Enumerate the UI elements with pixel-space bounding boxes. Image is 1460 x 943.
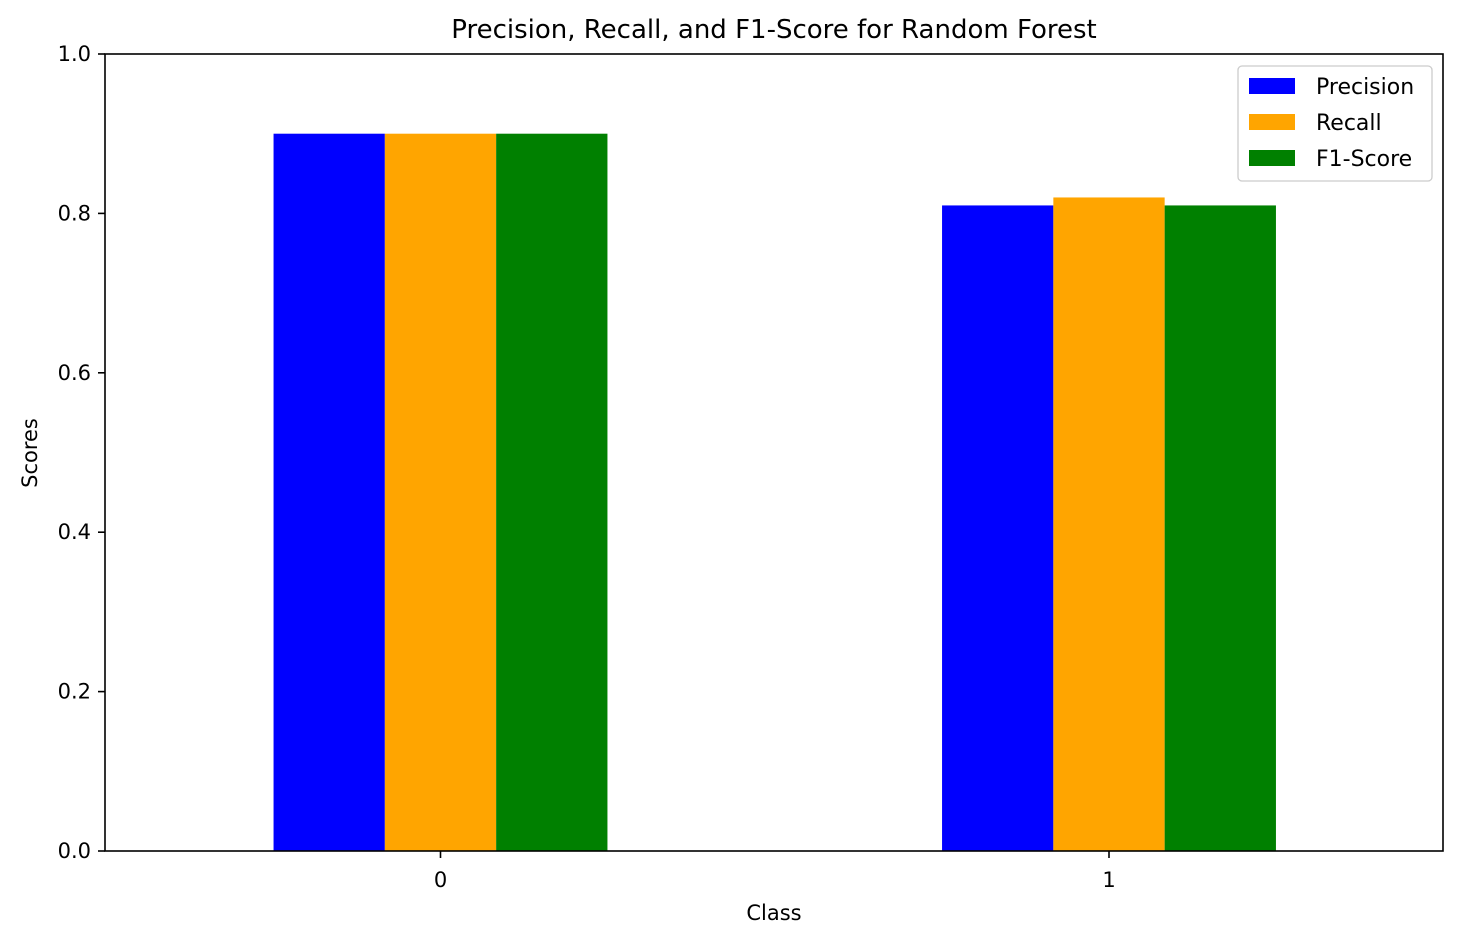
legend: Precision Recall F1-Score: [1237, 65, 1433, 182]
y-tick-label: 1.0: [58, 42, 91, 66]
y-tick-label: 0.4: [58, 520, 91, 544]
bar-precision-class-0: [273, 133, 385, 851]
bar-recall-class-1: [1053, 197, 1165, 851]
bar-f1-score-class-1: [1164, 205, 1276, 851]
legend-label-recall: Recall: [1316, 111, 1382, 136]
y-tick-label: 0.6: [58, 361, 91, 385]
y-tick-label: 0.8: [58, 201, 91, 225]
y-tick-label: 0.2: [58, 680, 91, 704]
x-tick-label: 1: [1102, 868, 1115, 892]
bar-f1-score-class-0: [496, 133, 608, 851]
x-axis-label: Class: [746, 901, 801, 925]
legend-label-f1-score: F1-Score: [1316, 147, 1412, 172]
chart-title: Precision, Recall, and F1-Score for Rand…: [451, 15, 1097, 45]
legend-swatch-f1-score: [1249, 150, 1295, 166]
y-axis-label: Scores: [18, 418, 42, 488]
plot-frame: [104, 53, 1444, 852]
y-tick-label: 0.0: [58, 839, 91, 863]
bars-group: [273, 133, 1276, 851]
legend-label-precision: Precision: [1316, 75, 1414, 100]
y-axis-ticks: 0.0 0.2 0.4 0.6 0.8 1.0: [58, 42, 105, 863]
bar-precision-class-1: [942, 205, 1054, 851]
legend-swatch-precision: [1249, 78, 1295, 94]
bar-recall-class-0: [384, 133, 497, 851]
legend-swatch-recall: [1249, 114, 1295, 130]
x-tick-label: 0: [434, 868, 447, 892]
